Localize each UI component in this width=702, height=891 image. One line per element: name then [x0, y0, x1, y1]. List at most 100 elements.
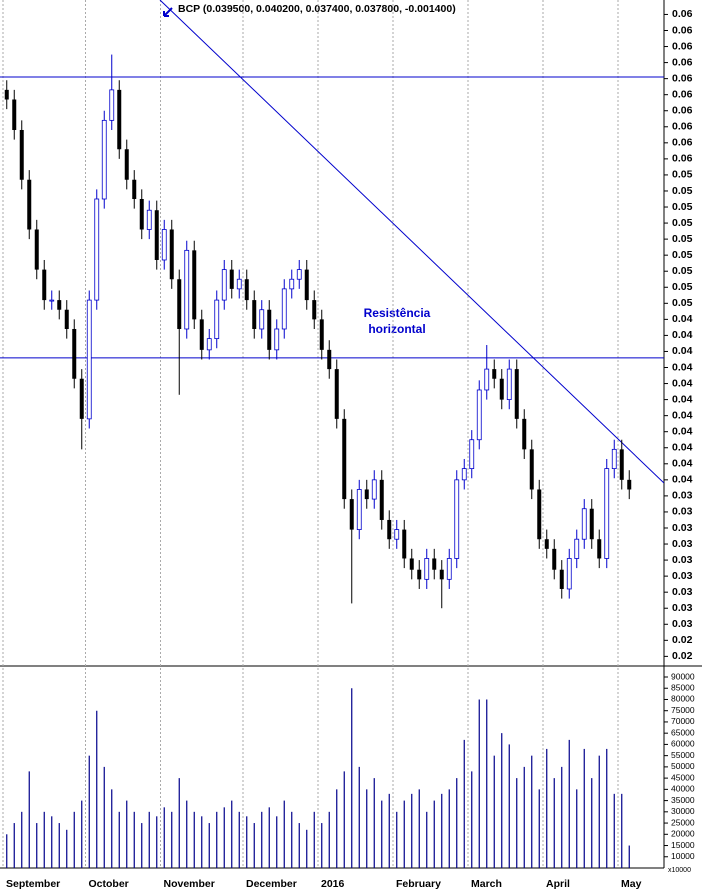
y-tick-label: 0.06: [672, 88, 693, 100]
y-tick-label: 0.05: [672, 297, 693, 309]
candle-body: [469, 439, 475, 470]
candle-body: [619, 449, 624, 480]
y-tick-label: 0.02: [672, 650, 693, 662]
y-tick-label: 0.03: [672, 586, 693, 598]
chart-title: BCP (0.039500, 0.040200, 0.037400, 0.037…: [178, 3, 456, 15]
candle-body: [289, 278, 295, 290]
y2-tick-label: 85000: [671, 682, 695, 692]
candle-body: [214, 299, 220, 340]
y2-tick-label: 45000: [671, 772, 695, 782]
y2-tick-label: 70000: [671, 716, 695, 726]
candle-body: [57, 300, 62, 310]
candle-body: [281, 288, 287, 330]
y2-tick-label: 60000: [671, 739, 695, 749]
title-icon: [163, 7, 173, 17]
y-tick-label: 0.05: [672, 265, 693, 277]
price-panel: [0, 0, 664, 609]
candle-body: [371, 479, 377, 500]
y-tick-label: 0.06: [672, 8, 693, 20]
y-tick-label: 0.04: [672, 458, 693, 470]
candle-body: [589, 508, 594, 540]
y-tick-label: 0.04: [672, 345, 693, 357]
candle-body: [79, 378, 84, 419]
candle-body: [42, 269, 47, 301]
y-tick-label: 0.06: [672, 153, 693, 165]
candle-body: [34, 229, 39, 270]
candle-body: [461, 468, 467, 481]
candle-body: [574, 538, 580, 559]
candle-body: [432, 558, 437, 570]
candle-body: [206, 338, 212, 351]
y-tick-label: 0.03: [672, 538, 693, 550]
candle-body: [327, 349, 332, 370]
y-tick-label: 0.04: [672, 329, 693, 341]
candle-body: [296, 269, 302, 280]
y-tick-label: 0.04: [672, 425, 693, 437]
y-tick-label: 0.06: [672, 24, 693, 36]
y-tick-label: 0.06: [672, 40, 693, 52]
candle-body: [304, 269, 309, 301]
x-tick-label: December: [246, 878, 297, 890]
y-tick-label: 0.04: [672, 393, 693, 405]
candle-body: [349, 499, 354, 530]
candle-body: [439, 569, 444, 580]
candle-body: [506, 368, 512, 400]
y-tick-label: 0.03: [672, 506, 693, 518]
candle-body: [94, 198, 100, 301]
candle-body: [19, 129, 24, 180]
candle-body: [12, 99, 17, 130]
y2-tick-label: 90000: [671, 671, 695, 681]
y-tick-label: 0.05: [672, 185, 693, 197]
candle-body: [27, 179, 32, 230]
y-tick-label: 0.03: [672, 490, 693, 502]
y-tick-label: 0.04: [672, 361, 693, 373]
y-tick-label: 0.05: [672, 169, 693, 181]
candle-body: [117, 89, 122, 150]
candle-body: [312, 300, 317, 320]
x-tick-label: May: [621, 878, 642, 890]
candle-body: [394, 529, 400, 540]
candle-body: [476, 389, 482, 441]
candle-body: [342, 418, 347, 500]
candle-body: [267, 309, 272, 350]
annotation: horizontal: [368, 322, 425, 336]
y2-tick-label: 75000: [671, 705, 695, 715]
candle-body: [252, 300, 257, 329]
candle-body: [529, 449, 534, 490]
candle-body: [514, 369, 519, 419]
candle-body: [409, 558, 414, 570]
x-tick-label: November: [164, 878, 215, 890]
candle-body: [169, 229, 174, 280]
y-tick-label: 0.04: [672, 409, 693, 421]
candle-body: [597, 539, 602, 559]
x-tick-label: April: [546, 878, 570, 890]
candle-body: [566, 558, 572, 590]
y-tick-label: 0.05: [672, 201, 693, 213]
annotation: Resistência: [364, 306, 431, 320]
candle-body: [559, 569, 564, 589]
candle-body: [544, 539, 549, 549]
candle-body: [356, 489, 362, 530]
y2-tick-label: 15000: [671, 840, 695, 850]
candle-body: [154, 210, 159, 260]
candle-body: [184, 249, 190, 330]
candle-body: [522, 418, 527, 450]
y-tick-label: 0.05: [672, 281, 693, 293]
y-tick-label: 0.03: [672, 522, 693, 534]
candle-body: [364, 489, 369, 500]
candle-body: [109, 89, 115, 121]
y-tick-label: 0.04: [672, 442, 693, 454]
x-tick-label: October: [89, 878, 129, 890]
y2-tick-label: 35000: [671, 795, 695, 805]
y2-tick-label: 25000: [671, 817, 695, 827]
candle-body: [236, 278, 242, 290]
candle-body: [417, 569, 422, 580]
candle-body: [124, 149, 129, 180]
y2-tick-label: 50000: [671, 761, 695, 771]
y2-tick-label: 55000: [671, 750, 695, 760]
y2-tick-label: 80000: [671, 694, 695, 704]
candle-body: [552, 548, 557, 570]
y-tick-label: 0.03: [672, 570, 693, 582]
candle-body: [446, 558, 452, 580]
